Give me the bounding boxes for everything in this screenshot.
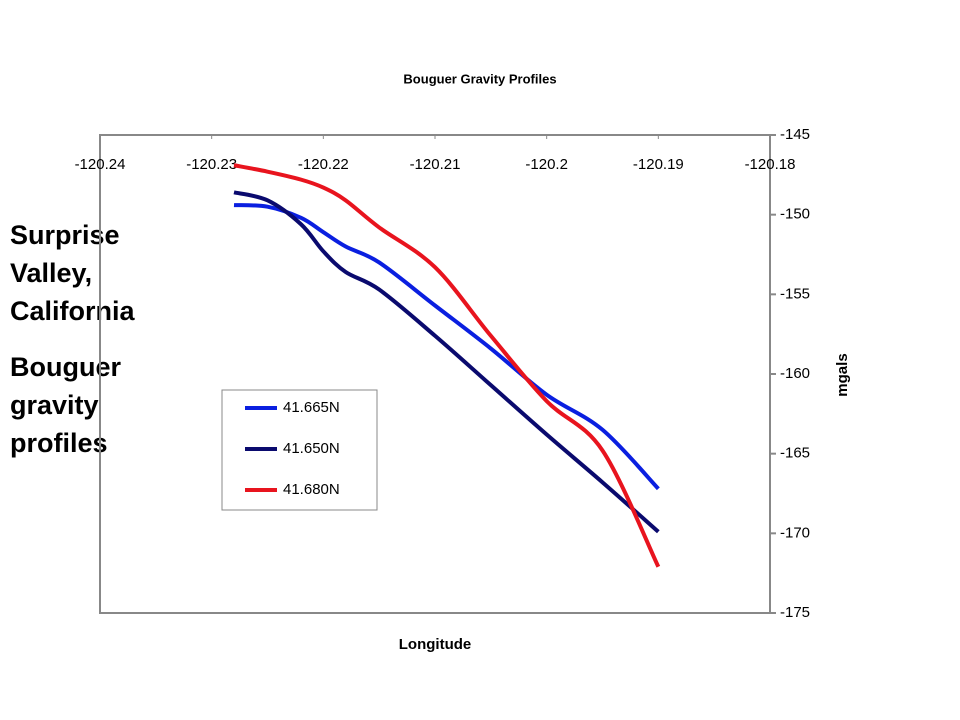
x-tick-label: -120.22 <box>298 156 349 173</box>
annotation: Bouguer gravity profiles <box>10 352 121 458</box>
x-tick-label: -120.18 <box>745 156 796 173</box>
legend-label: 41.680N <box>283 481 340 498</box>
x-tick-label: -120.21 <box>410 156 461 173</box>
x-tick-label: -120.23 <box>186 156 237 173</box>
series-line <box>233 190 660 534</box>
y-tick-label: -155 <box>780 285 810 302</box>
series-line <box>233 163 661 568</box>
y-tick-label: -165 <box>780 445 810 462</box>
x-tick-label: -120.19 <box>633 156 684 173</box>
annotation: Surprise Valley, California <box>10 220 135 326</box>
side-text: Surprise Valley, California Bouguer grav… <box>10 216 175 480</box>
chart-title: Bouguer Gravity Profiles <box>403 71 556 86</box>
x-tick-label: -120.24 <box>75 156 126 173</box>
y-axis-label: mgals <box>834 353 851 396</box>
y-tick-label: -175 <box>780 604 810 621</box>
legend-label: 41.650N <box>283 440 340 457</box>
series-line <box>233 203 660 491</box>
y-tick-label: -160 <box>780 365 810 382</box>
x-axis-label: Longitude <box>399 636 471 653</box>
y-tick-label: -150 <box>780 206 810 223</box>
y-tick-label: -145 <box>780 126 810 143</box>
x-tick-label: -120.2 <box>525 156 568 173</box>
y-tick-label: -170 <box>780 524 810 541</box>
legend-label: 41.665N <box>283 399 340 416</box>
plot-border <box>99 134 771 614</box>
